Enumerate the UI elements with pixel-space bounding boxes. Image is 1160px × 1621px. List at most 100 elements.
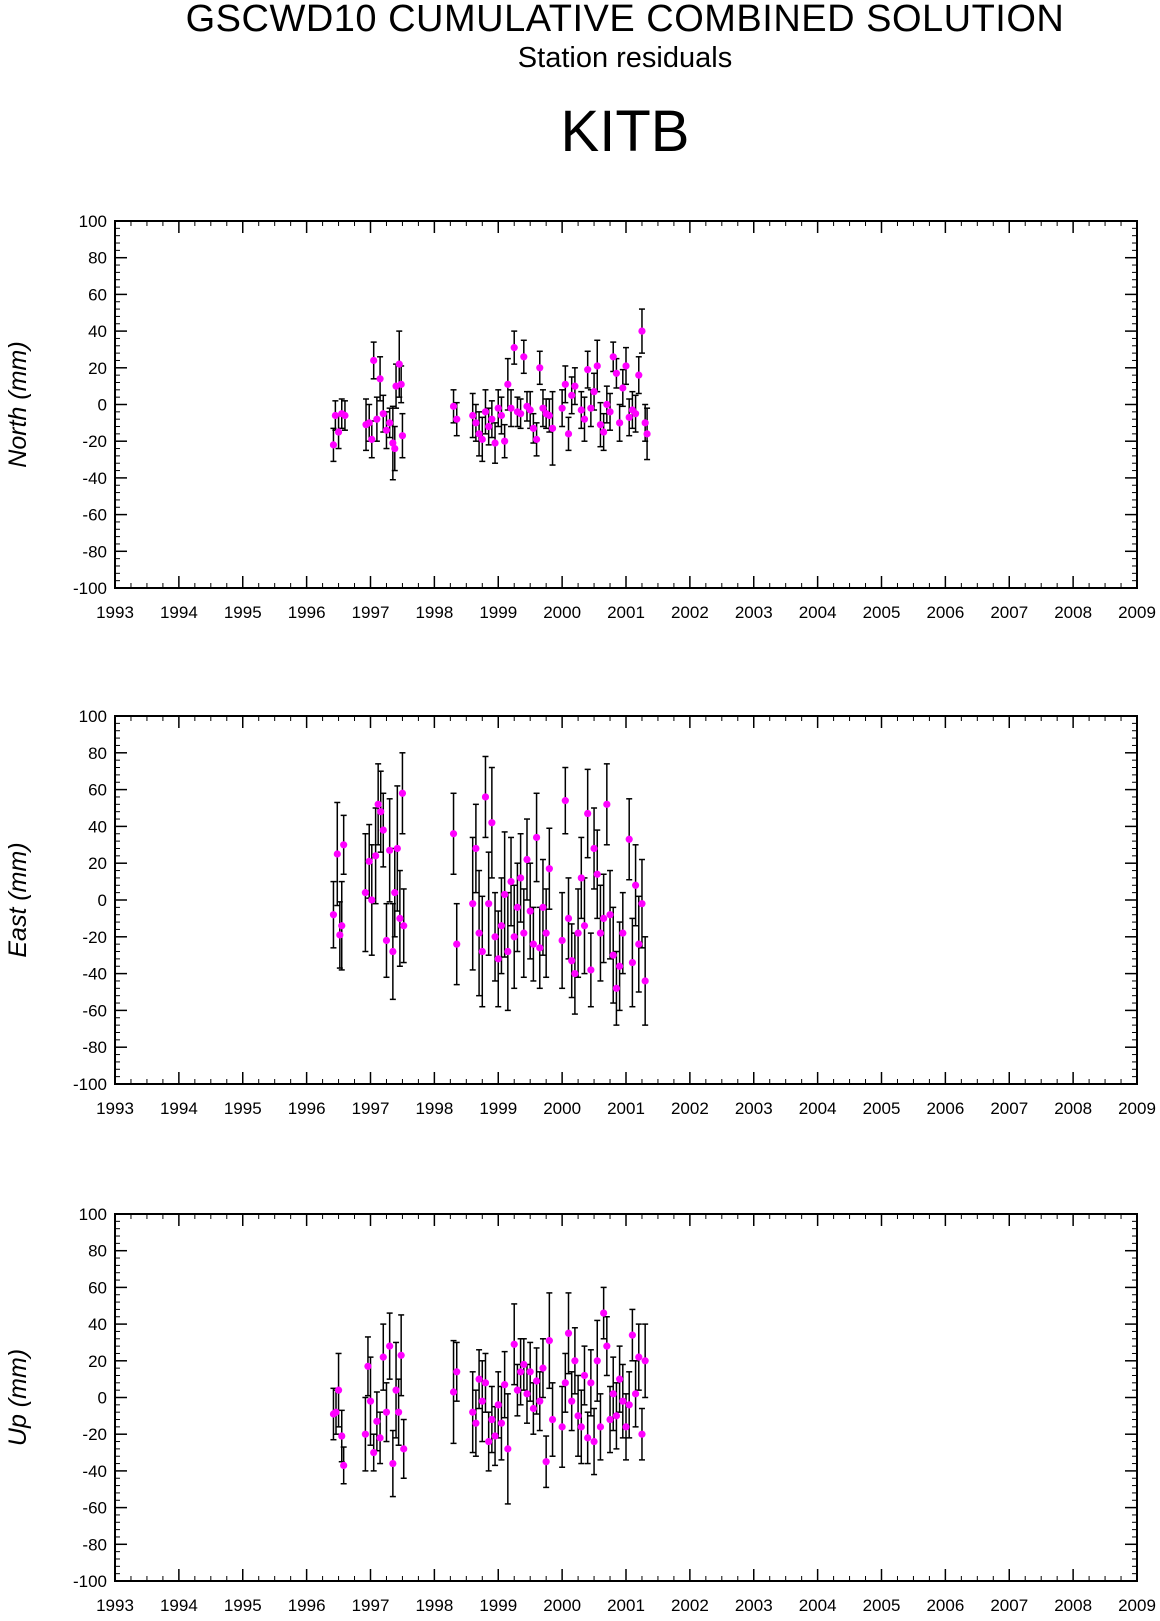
data-point (382, 936, 391, 945)
data-point (501, 437, 509, 445)
data-point (481, 1379, 490, 1387)
data-point (532, 1377, 541, 1385)
y-tick-label: 0 (98, 396, 107, 415)
data-point (389, 439, 397, 447)
data-point (616, 419, 624, 427)
x-tick-label: 2004 (799, 603, 837, 622)
x-tick-label: 2007 (990, 1099, 1028, 1118)
data-point (625, 835, 633, 843)
data-point (370, 1448, 378, 1457)
data-point (517, 1368, 525, 1376)
x-tick-label: 1998 (415, 1596, 453, 1615)
data-point (501, 1381, 509, 1389)
data-point (564, 1329, 573, 1337)
data-point (475, 1375, 483, 1383)
data-point (513, 1386, 522, 1394)
x-tick-label: 1997 (352, 1099, 390, 1118)
x-tick-label: 2004 (799, 1596, 837, 1615)
y-tick-label: -80 (82, 1038, 107, 1057)
data-point (574, 1412, 582, 1420)
data-point (577, 874, 585, 882)
data-point (571, 970, 579, 978)
data-point (596, 929, 605, 937)
data-point (520, 353, 528, 361)
y-tick-label: -40 (82, 965, 107, 984)
data-point (449, 830, 458, 838)
data-point (590, 1437, 598, 1446)
data-point (622, 1423, 630, 1431)
x-tick-label: 2005 (863, 603, 901, 622)
data-point (389, 1459, 397, 1468)
data-point (612, 984, 621, 992)
data-point (340, 1461, 348, 1469)
y-tick-label: 20 (88, 854, 107, 873)
x-tick-label: 1999 (479, 1099, 517, 1118)
data-point (365, 419, 373, 427)
data-point (577, 1423, 585, 1431)
data-point (635, 371, 643, 379)
data-point (341, 411, 349, 420)
data-point (501, 890, 509, 899)
data-point (580, 1371, 589, 1380)
data-point (365, 857, 373, 865)
data-point (529, 1404, 537, 1413)
x-tick-label: 2006 (926, 1596, 964, 1615)
data-point (564, 430, 573, 438)
data-point (603, 800, 611, 808)
data-point (494, 1401, 502, 1409)
data-point (532, 435, 541, 443)
x-tick-label: 2006 (926, 1099, 964, 1118)
data-point (398, 789, 407, 797)
data-point (529, 940, 537, 948)
y-axis-label: North (mm) (4, 341, 32, 467)
data-point (600, 428, 608, 436)
data-point (453, 1368, 461, 1376)
data-point (596, 421, 605, 429)
page-title: GSCWD10 CUMULATIVE COMBINED SOLUTION (185, 0, 1065, 40)
data-point (536, 364, 544, 372)
data-point (377, 808, 385, 816)
data-point (397, 1351, 405, 1359)
x-tick-label: 1998 (415, 603, 453, 622)
y-tick-label: -20 (82, 928, 107, 947)
data-point (609, 353, 617, 361)
data-point (386, 1342, 394, 1350)
data-point (587, 1379, 595, 1387)
x-tick-label: 2006 (926, 603, 964, 622)
data-point (391, 889, 399, 897)
x-tick-label: 1996 (288, 1099, 326, 1118)
data-point (571, 1357, 579, 1365)
data-point (382, 1408, 391, 1416)
x-tick-label: 2000 (543, 1099, 581, 1118)
data-point (449, 402, 458, 410)
data-point (386, 846, 394, 854)
data-point (584, 366, 592, 374)
data-point (532, 833, 541, 842)
y-tick-label: 40 (88, 1315, 107, 1334)
x-tick-label: 2008 (1054, 1099, 1092, 1118)
data-point (545, 865, 553, 873)
data-point (504, 1445, 512, 1453)
data-point (507, 878, 515, 886)
x-tick-label: 2004 (799, 1099, 837, 1118)
data-point (340, 841, 348, 849)
data-point (542, 929, 550, 937)
data-point (631, 1390, 640, 1398)
y-tick-label: 80 (88, 249, 107, 268)
data-point (580, 415, 589, 423)
x-tick-label: 2008 (1054, 1596, 1092, 1615)
data-point (529, 424, 537, 432)
data-point (558, 1423, 566, 1431)
y-tick-label: -80 (82, 542, 107, 561)
x-tick-label: 1993 (96, 603, 134, 622)
data-point (331, 411, 339, 420)
x-tick-label: 2002 (671, 1596, 709, 1615)
x-tick-label: 2001 (607, 1596, 645, 1615)
data-point (494, 404, 502, 412)
x-tick-label: 1996 (288, 1596, 326, 1615)
data-point (643, 430, 651, 438)
y-tick-label: 60 (88, 1278, 107, 1297)
y-tick-label: 80 (88, 744, 107, 763)
x-tick-label: 2009 (1118, 1596, 1156, 1615)
